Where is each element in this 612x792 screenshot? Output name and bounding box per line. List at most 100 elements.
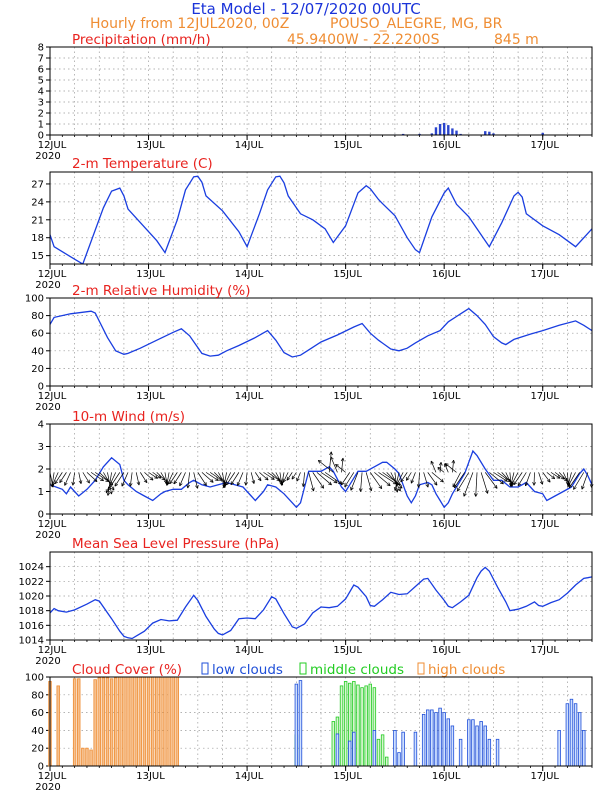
low-clouds-bar [458,738,463,767]
y-tick-label: 40 [31,726,44,737]
wind-arrow [173,472,182,485]
y-tick-label: 1018 [19,606,44,617]
wind-arrow-head [340,481,345,486]
wind-arrow [281,472,285,485]
wind-arrow-head [71,481,76,486]
wind-arrow-head [400,478,404,483]
middle-clouds-bar [360,687,364,767]
low-clouds-bar [426,709,430,767]
high-clouds-bar [126,676,130,767]
x-tick-label: 12JUL [38,269,67,280]
wind-arrow-head [451,459,456,464]
wind-arrow [94,472,110,482]
wind-arrow-head [286,476,291,481]
y-tick-label: 18 [31,233,44,244]
x-tick-label: 15JUL [333,771,362,782]
wind-arrow [538,472,543,485]
wind-arrow [378,472,397,485]
low-clouds-bar [397,752,401,767]
wind-arrow [209,472,223,481]
high-clouds-bar [97,677,101,767]
precip-bar [438,124,442,135]
middle-clouds-bar [368,683,372,767]
wind-arrow-head [474,493,478,497]
wind-arrow [386,472,403,489]
precip-bar [455,130,458,135]
x-year-label: 2020 [35,656,60,667]
wind-arrow-head [539,480,544,485]
wind-arrow-head [230,481,235,486]
wind-arrow-head [270,476,275,480]
x-tick-label: 15JUL [333,269,362,280]
low-clouds-bar [446,718,450,767]
wind-arrow [369,472,383,489]
y-tick-label: 1 [38,120,44,131]
x-tick-label: 12JUL [38,645,67,656]
wind-arrow-head [517,482,522,487]
wind-arrow [291,472,297,480]
wind-arrow-head [456,487,461,492]
wind-arrow-head [430,460,435,465]
high-clouds-bar [159,676,163,767]
wind-arrow-head [330,456,334,461]
low-clouds-bar [483,725,487,767]
wind-arrow [107,472,112,496]
precip-bar [401,133,405,135]
wind-arrow-head [333,479,338,484]
wind-arrow [542,472,551,483]
y-tick-label: 0 [38,382,44,393]
high-clouds-bar [130,676,134,767]
low-clouds-bar [421,713,426,767]
x-tick-label: 13JUL [136,140,165,151]
high-clouds-bar [134,676,138,767]
x-tick-label: 17JUL [530,269,559,280]
low-clouds-bar [434,712,438,767]
legend-label: high clouds [428,662,505,678]
x-tick-label: 15JUL [333,140,362,151]
low-clouds-bar [352,731,356,767]
x-tick-label: 14JUL [235,771,264,782]
high-clouds-bar [146,676,151,767]
wind-arrow [267,472,281,482]
y-tick-label: 100 [25,294,44,305]
wind-arrow [517,472,527,487]
low-clouds-bar [372,730,377,767]
wind-arrow [223,472,231,487]
low-clouds-bar [471,719,475,767]
wind-arrow [72,472,75,486]
low-clouds-bar [348,740,352,767]
wind-arrow-head [344,483,348,488]
wind-arrow-head [425,483,429,488]
wind-arrow-head [499,480,504,485]
legend-label: middle clouds [310,662,404,678]
wind-arrow-head [54,480,58,485]
wind-arrow [395,472,404,486]
wind-arrow-head [169,480,173,485]
wind-arrow [525,472,531,487]
low-clouds-bar [487,738,492,767]
wind-arrow-head [358,488,363,492]
x-tick-label: 17JUL [530,519,559,530]
wind-arrow-head [179,482,183,487]
wind-arrow-head [439,478,444,483]
wind-arrow-head [444,463,449,467]
wind-arrow [328,451,332,473]
middle-clouds-bar [384,756,389,767]
x-tick-label: 13JUL [136,519,165,530]
y-tick-label: 0 [38,510,44,521]
wind-arrow-head [320,484,325,489]
middle-clouds-bar [343,681,348,767]
y-tick-label: 21 [31,215,44,226]
wind-arrow-head [405,476,410,481]
wind-arrow [567,472,576,488]
wind-arrow [550,472,561,479]
wind-arrow [144,472,154,481]
wind-arrow [317,460,334,473]
precip-bar [541,132,544,135]
y-tick-label: 2 [38,465,44,476]
wind-arrow [103,472,115,491]
wind-arrow-head [317,460,322,464]
wind-arrow [135,472,140,486]
wind-arrow-head [121,482,125,487]
wind-arrow-head [149,476,154,481]
